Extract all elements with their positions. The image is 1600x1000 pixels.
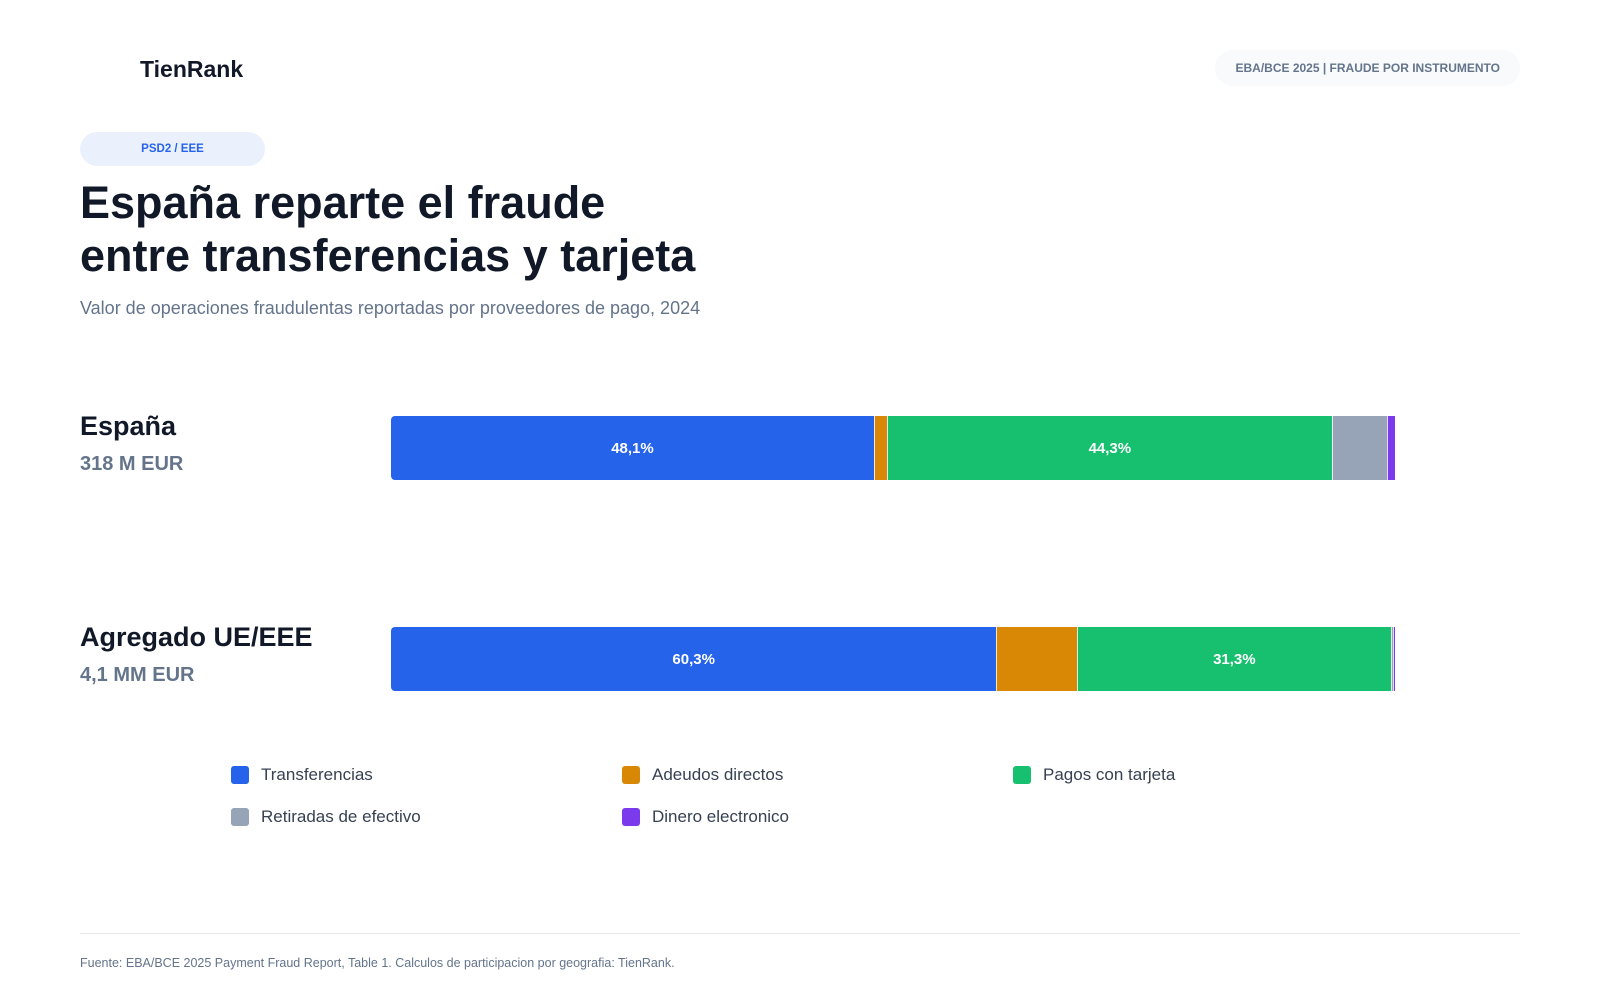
bar-segment-retiradas-de-efectivo — [1331, 416, 1387, 480]
legend-swatch — [622, 766, 640, 784]
stacked-bar-spain: 48,1% 44,3% — [391, 416, 1395, 480]
source-footnote: Fuente: EBA/BCE 2025 Payment Fraud Repor… — [80, 956, 675, 970]
row-label-spain: España 318 M EUR — [80, 409, 183, 476]
footer-divider — [80, 933, 1520, 934]
legend-item: Retiradas de efectivo — [231, 806, 622, 828]
legend-swatch — [1013, 766, 1031, 784]
bar-segment-transferencias: 48,1% — [391, 416, 874, 480]
legend-label: Retiradas de efectivo — [261, 807, 421, 826]
legend-label: Adeudos directos — [652, 765, 784, 784]
stacked-bar-eu: 60,3% 31,3% — [391, 627, 1395, 691]
bar-segment-dinero-electronico — [1386, 416, 1395, 480]
row-total: 318 M EUR — [80, 453, 184, 475]
legend-item: Dinero electronico — [622, 806, 1013, 828]
bar-data-label: 31,3% — [1213, 650, 1256, 668]
row-label-eu: Agregado UE/EEE 4,1 MM EUR — [80, 620, 313, 687]
brand-logo: TienRank — [140, 56, 244, 82]
bar-segment-pagos-con-tarjeta: 44,3% — [886, 416, 1332, 480]
legend-label: Dinero electronico — [652, 807, 790, 826]
bar-segment-adeudos-directos — [996, 627, 1077, 691]
source-badge: EBA/BCE 2025 | FRAUDE POR INSTRUMENTO — [1215, 50, 1520, 86]
bar-segment-transferencias: 60,3% — [391, 627, 997, 691]
bar-segment-adeudos-directos — [873, 416, 887, 480]
region-tag: PSD2 / EEE — [80, 132, 265, 166]
row-name: España — [80, 411, 177, 441]
legend-item: Transferencias — [231, 764, 622, 786]
bar-data-label: 48,1% — [611, 439, 654, 457]
bar-segment-dinero-electronico — [1392, 627, 1395, 691]
legend-label: Transferencias — [261, 765, 373, 784]
chart-title-line: entre transferencias y tarjeta — [80, 230, 696, 281]
legend-label: Pagos con tarjeta — [1043, 765, 1176, 784]
chart-title: España reparte el fraude entre transfere… — [80, 176, 980, 282]
chart-subtitle: Valor de operaciones fraudulentas report… — [80, 298, 701, 318]
bar-segment-pagos-con-tarjeta: 31,3% — [1076, 627, 1391, 691]
legend-item: Pagos con tarjeta — [1013, 764, 1404, 786]
chart-title-line: España reparte el fraude — [80, 177, 606, 228]
legend-item: Adeudos directos — [622, 764, 1013, 786]
legend-swatch — [622, 808, 640, 826]
legend-swatch — [231, 766, 249, 784]
bar-data-label: 44,3% — [1088, 439, 1132, 457]
chart-legend: Transferencias Adeudos directos Pagos con … — [231, 764, 1404, 828]
row-total: 4,1 MM EUR — [80, 664, 195, 686]
legend-swatch — [231, 808, 249, 826]
bar-data-label: 60,3% — [672, 650, 715, 668]
bar-segment-retiradas-de-efectivo — [1390, 627, 1393, 691]
row-name: Agregado UE/EEE — [80, 622, 313, 652]
